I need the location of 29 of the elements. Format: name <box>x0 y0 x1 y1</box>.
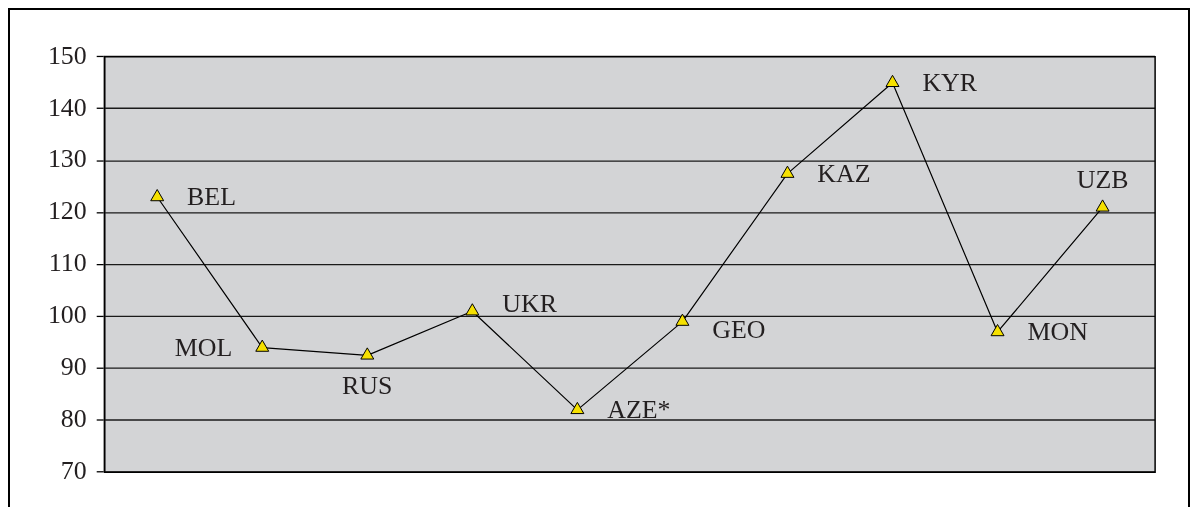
data-label: UZB <box>1076 164 1129 194</box>
y-tick-label: 130 <box>47 144 87 174</box>
data-label: GEO <box>712 315 766 345</box>
point <box>360 347 375 360</box>
y-tick-label: 70 <box>60 455 87 485</box>
y-tick-label: 90 <box>60 352 87 382</box>
point <box>990 324 1005 337</box>
y-tick-label: 110 <box>48 248 87 278</box>
data-label: AZE* <box>607 395 671 425</box>
y-tick-label: 140 <box>47 92 87 122</box>
data-label: RUS <box>342 370 393 400</box>
data-label: UKR <box>502 288 558 318</box>
y-tick-label: 150 <box>47 40 87 70</box>
data-label: KYR <box>922 68 978 98</box>
data-label: BEL <box>187 182 237 212</box>
y-tick-label: 120 <box>47 196 87 226</box>
point <box>1095 199 1110 212</box>
y-tick-label: 100 <box>47 300 87 330</box>
y-tick-label: 80 <box>60 404 87 434</box>
data-label: MON <box>1027 317 1089 347</box>
point <box>885 74 900 88</box>
point <box>255 339 270 352</box>
point <box>780 165 795 178</box>
point <box>570 401 585 415</box>
point <box>675 313 690 326</box>
data-label: KAZ <box>817 159 871 189</box>
point <box>465 303 480 316</box>
data-label: MOL <box>174 333 233 363</box>
point <box>150 189 165 202</box>
